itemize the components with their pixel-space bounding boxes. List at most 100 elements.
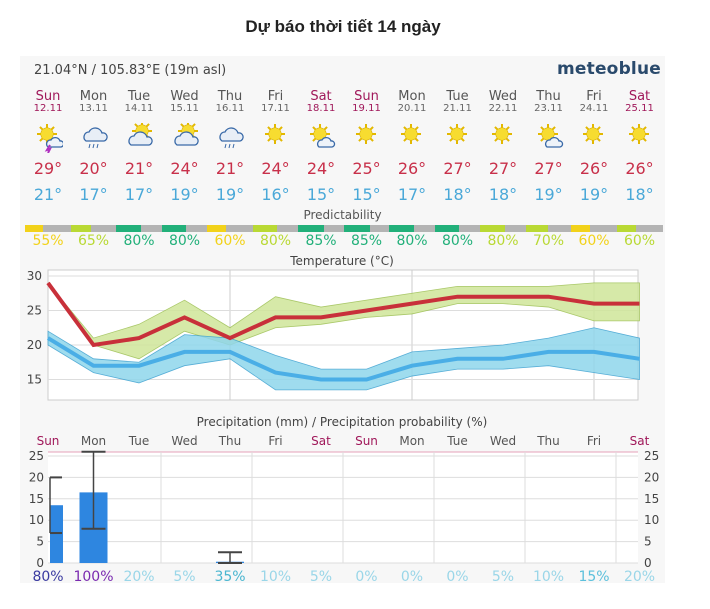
precipitation-probability: 10% bbox=[533, 569, 564, 583]
day-date: 15.11 bbox=[170, 103, 199, 114]
predictability-bar bbox=[434, 225, 481, 232]
predictability-bar bbox=[480, 225, 526, 232]
max-temperature: 21° bbox=[215, 159, 245, 178]
predictability-bar bbox=[525, 225, 572, 232]
min-temperature: 19° bbox=[170, 185, 199, 204]
predictability-bar bbox=[161, 225, 208, 232]
day-name: Thu bbox=[217, 89, 243, 104]
min-temperature: 17° bbox=[79, 185, 108, 204]
rain-cloud-icon bbox=[207, 123, 253, 149]
predictability-percent: 65% bbox=[77, 233, 110, 249]
max-temperature: 25° bbox=[352, 159, 381, 178]
precipitation-probability: 5% bbox=[492, 569, 514, 583]
day-date: 17.11 bbox=[261, 103, 290, 114]
y-tick-label-left: 10 bbox=[29, 513, 44, 527]
max-temperature: 21° bbox=[124, 159, 154, 178]
precipitation-day-label: Fri bbox=[587, 434, 601, 448]
min-temperature-line bbox=[46, 336, 640, 382]
precipitation-day-label: Thu bbox=[536, 434, 560, 448]
precipitation-probability: 35% bbox=[214, 569, 245, 583]
max-temperature: 20° bbox=[79, 159, 108, 178]
day-name: Sat bbox=[310, 89, 332, 104]
precipitation-probability: 0% bbox=[355, 569, 377, 583]
min-temperature: 15° bbox=[306, 185, 336, 204]
y-tick-label-left: 0 bbox=[36, 556, 44, 570]
precipitation-day-label: Fri bbox=[268, 434, 282, 448]
day-date: 13.11 bbox=[79, 103, 108, 114]
meteoblue-logo[interactable]: meteoblue bbox=[556, 59, 661, 79]
max-temperature: 24° bbox=[170, 159, 199, 178]
page-title: Dự báo thời tiết 14 ngày bbox=[245, 17, 441, 36]
precipitation-probability: 100% bbox=[73, 569, 113, 583]
day-name: Wed bbox=[170, 89, 199, 104]
predictability-bar bbox=[298, 225, 344, 232]
predictability-percent: 80% bbox=[441, 233, 474, 249]
precipitation-day-label: Mon bbox=[81, 434, 106, 448]
min-temperature: 15° bbox=[352, 185, 381, 204]
min-temperature: 16° bbox=[261, 185, 290, 204]
day-date: 24.11 bbox=[579, 103, 609, 114]
predictability-bar bbox=[116, 225, 162, 232]
y-tick-label: 30 bbox=[27, 269, 42, 283]
day-date: 22.11 bbox=[488, 103, 518, 114]
predictability-bar bbox=[389, 225, 435, 232]
day-date: 25.11 bbox=[625, 103, 654, 114]
day-date: 23.11 bbox=[534, 103, 563, 114]
max-temperature: 24° bbox=[306, 159, 336, 178]
y-tick-label-left: 15 bbox=[29, 492, 44, 506]
day-date: 20.11 bbox=[397, 103, 427, 114]
day-date: 21.11 bbox=[443, 103, 472, 114]
predictability-bar bbox=[252, 225, 299, 232]
sun-cloud-thunder-icon bbox=[25, 123, 71, 153]
max-temperature: 24° bbox=[261, 159, 290, 178]
y-tick-label-left: 20 bbox=[29, 470, 44, 484]
sun-icon bbox=[617, 123, 663, 149]
y-tick-label: 15 bbox=[27, 373, 42, 387]
day-date: 14.11 bbox=[124, 103, 154, 114]
min-temperature-band bbox=[47, 327, 640, 391]
min-temperature: 17° bbox=[124, 185, 154, 204]
day-name: Sun bbox=[354, 89, 379, 104]
precipitation-probability: 5% bbox=[173, 569, 195, 583]
min-temperature: 19° bbox=[215, 185, 245, 204]
day-date: 16.11 bbox=[215, 103, 245, 114]
day-name: Tue bbox=[127, 89, 151, 104]
min-temperature: 17° bbox=[397, 185, 427, 204]
predictability-percent: 60% bbox=[578, 233, 610, 249]
min-temperature: 19° bbox=[579, 185, 609, 204]
y-tick-label-right: 10 bbox=[644, 513, 659, 527]
predictability-percent: 80% bbox=[396, 233, 428, 249]
y-tick-label-right: 0 bbox=[644, 556, 652, 570]
predictability-percent: 60% bbox=[214, 233, 246, 249]
max-temperature: 26° bbox=[579, 159, 609, 178]
sun-small-cloud-icon bbox=[526, 123, 572, 149]
max-temperature-line bbox=[46, 281, 640, 348]
sun-icon bbox=[571, 123, 617, 149]
rain-cloud-icon bbox=[71, 123, 117, 149]
y-tick-label-left: 25 bbox=[29, 449, 44, 463]
precipitation-day-label: Wed bbox=[171, 434, 197, 448]
predictability-percent: 80% bbox=[123, 233, 155, 249]
precipitation-day-label: Mon bbox=[399, 434, 424, 448]
min-temperature: 21° bbox=[33, 185, 63, 204]
precipitation-probability: 20% bbox=[624, 569, 655, 583]
precipitation-title: Precipitation (mm) / Precipitation proba… bbox=[197, 415, 488, 429]
predictability-bar bbox=[70, 225, 117, 232]
predictability-percent: 80% bbox=[487, 233, 519, 249]
location-coordinates: 21.04°N / 105.83°E (19m asl) bbox=[34, 63, 227, 78]
day-date: 18.11 bbox=[306, 103, 336, 114]
day-name: Wed bbox=[488, 89, 518, 104]
predictability-label: Predictability bbox=[303, 208, 382, 222]
max-temperature: 27° bbox=[534, 159, 563, 178]
y-tick-label: 20 bbox=[27, 338, 42, 352]
predictability-percent: 60% bbox=[623, 233, 656, 249]
forecast-charts: 15 20 25 30 Temperature (°C) Precipitation (m… bbox=[27, 254, 660, 583]
day-name: Sat bbox=[628, 89, 651, 104]
temperature-title: Temperature (°C) bbox=[289, 254, 394, 268]
precipitation-probability: 10% bbox=[260, 569, 291, 583]
precipitation-day-label: Sun bbox=[355, 434, 378, 448]
precipitation-day-label: Wed bbox=[490, 434, 516, 448]
min-temperature: 19° bbox=[534, 185, 563, 204]
precipitation-bar bbox=[50, 505, 63, 563]
precipitation-probability: 5% bbox=[310, 569, 332, 583]
